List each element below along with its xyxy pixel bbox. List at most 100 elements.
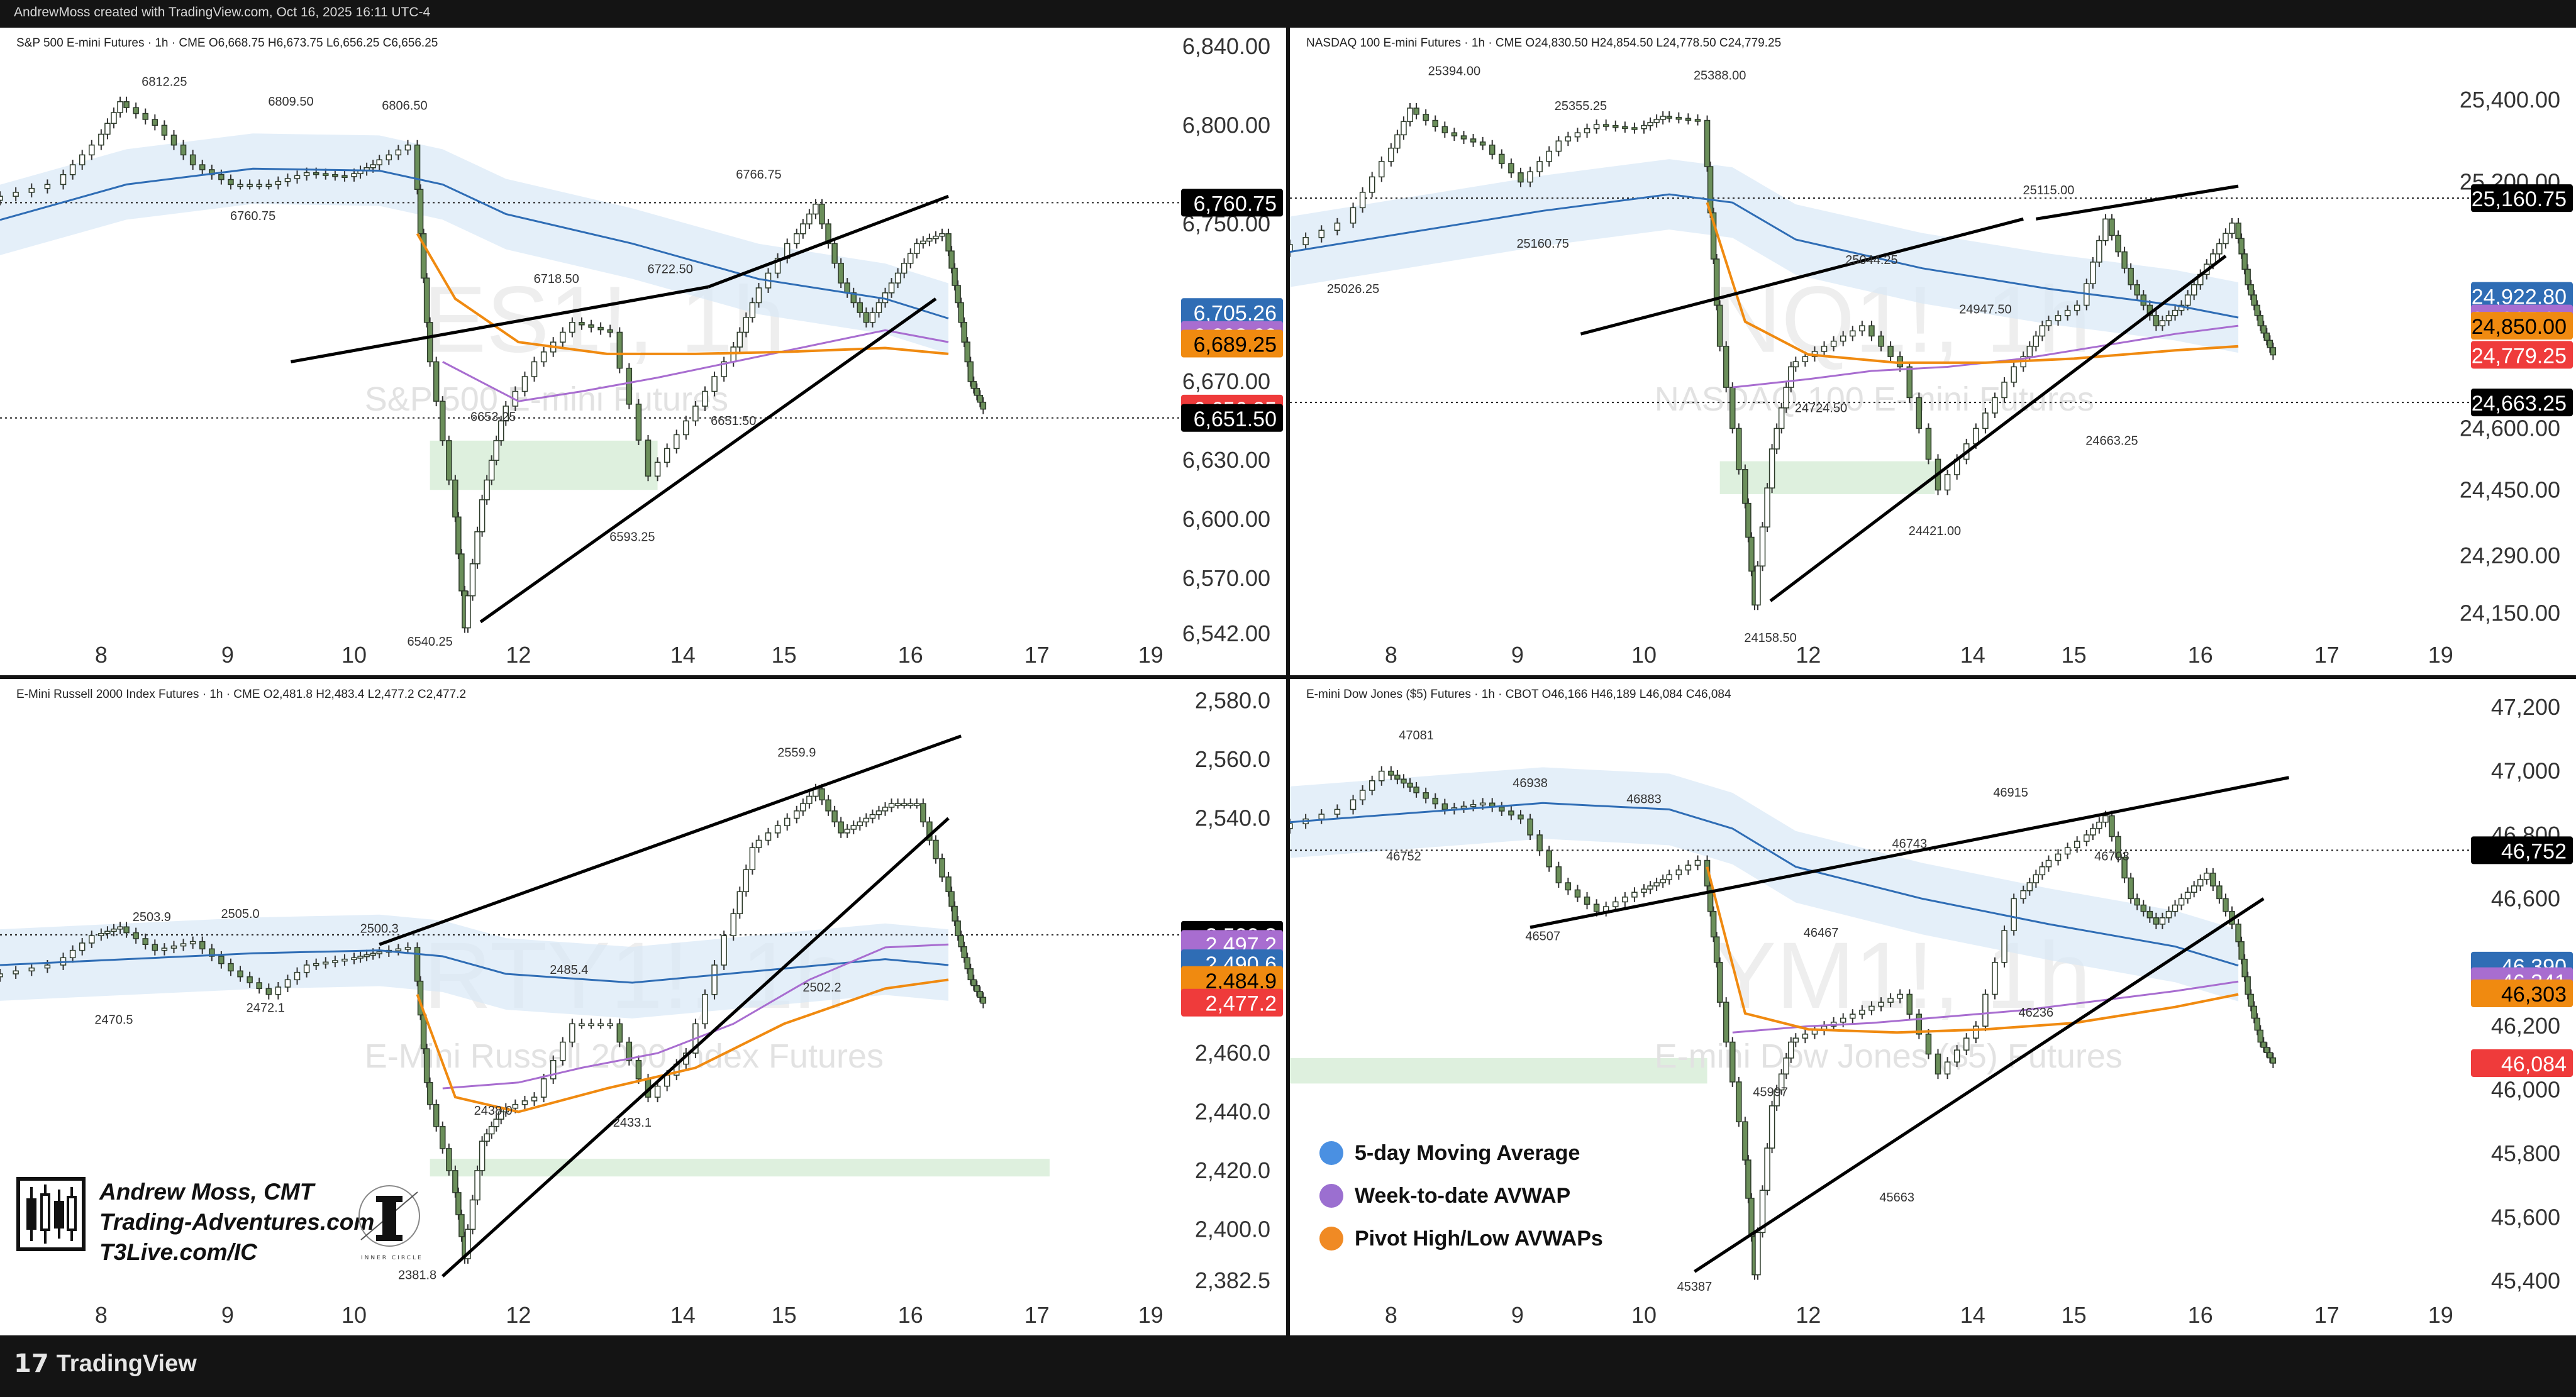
candle-body: [1622, 897, 1628, 903]
candle-body: [1748, 536, 1755, 572]
ma-band: [0, 914, 949, 1019]
y-tick-label: 6,600.00: [1182, 506, 1270, 532]
ma-band: [1290, 767, 2239, 1002]
candle-body: [323, 173, 329, 176]
candle-body: [967, 968, 974, 981]
price-badge-label: 24,663.25: [2472, 392, 2567, 416]
candle-body: [284, 178, 291, 182]
candle-body: [2001, 930, 2007, 963]
candle-body: [161, 947, 168, 951]
candle-body: [452, 479, 458, 518]
candle-body: [1783, 1057, 1789, 1074]
candle-body: [1723, 1002, 1729, 1043]
candle-body: [28, 187, 35, 193]
candle-body: [1850, 1013, 1856, 1019]
candle-body: [1759, 1190, 1766, 1234]
chart-panel-nq[interactable]: NQ1!, 1h NASDAQ 100 E-mini Futures 25394.0…: [1290, 28, 2576, 675]
candle-body: [2153, 917, 2160, 925]
candle-body: [894, 803, 901, 806]
candle-body: [2216, 243, 2223, 255]
chart-panel-ym[interactable]: YM1!, 1h E-mini Dow Jones ($5) Futures 470…: [1290, 679, 2576, 1335]
price-annotation: 47081: [1399, 729, 1434, 743]
candle-body: [469, 1199, 476, 1230]
candle-body: [692, 406, 699, 422]
candle-body: [1713, 936, 1720, 963]
ma-line: [0, 167, 949, 319]
candle-body: [875, 810, 882, 815]
chart-title: E-mini Dow Jones ($5) Futures · 1h · CBO…: [1306, 688, 1731, 701]
candle-body: [123, 101, 130, 108]
candle-body: [199, 164, 206, 170]
candle-body: [2074, 304, 2080, 311]
tradingview-logo[interactable]: 17 TradingView: [14, 1349, 197, 1378]
candle-body: [1334, 809, 1341, 815]
candle-body: [180, 943, 187, 947]
candle-body: [458, 553, 465, 592]
candle-body: [2055, 315, 2062, 321]
candle-body: [2134, 284, 2140, 295]
candle-body: [939, 858, 945, 878]
candle-body: [323, 961, 329, 965]
candle-body: [813, 203, 819, 215]
x-tick-label: 9: [221, 1302, 234, 1328]
y-tick-label: 6,670.00: [1182, 368, 1270, 394]
candle-body: [2026, 346, 2033, 357]
x-tick-label: 9: [221, 642, 234, 668]
pivot-avwap-line: [1706, 866, 2239, 1034]
candle-body: [1413, 108, 1419, 115]
price-annotation: 46915: [1993, 786, 2028, 800]
candle-body: [901, 263, 908, 274]
x-tick-label: 19: [1138, 642, 1163, 668]
candle-body: [1736, 1081, 1742, 1122]
candle-body: [2011, 366, 2017, 383]
y-tick-label: 24,600.00: [2460, 415, 2560, 441]
y-tick-label: 25,400.00: [2460, 87, 2560, 113]
chart-panel-rty[interactable]: RTY1!, 1hE-Mini Russell 2000 Index Futur…: [0, 679, 1286, 1335]
candle-body: [2102, 218, 2109, 241]
candle-body: [2251, 294, 2257, 306]
candle-body: [1460, 135, 1467, 140]
candle-body: [1593, 124, 1600, 130]
candle-body: [857, 302, 863, 313]
price-badge: [2471, 282, 2573, 310]
inner-circle-logo-icon: INNER CIRCLE: [355, 1177, 424, 1271]
price-badge-label: 46,752: [2501, 839, 2567, 863]
candle-body: [2096, 821, 2102, 829]
candle-body: [13, 970, 19, 975]
candle-body: [1660, 116, 1666, 120]
y-tick-label: 2,460.0: [1195, 1040, 1270, 1066]
candle-body: [597, 1023, 604, 1027]
chart-panel-es[interactable]: ES1!, 1h S&P 500 E-mini Futures 6812.25 680…: [0, 28, 1286, 675]
candle-body: [1685, 864, 1692, 871]
candle-body: [1935, 1053, 1941, 1074]
price-annotation: 46752: [1386, 850, 1421, 864]
candle-body: [0, 196, 3, 201]
candle-body: [2190, 885, 2197, 893]
candle-body: [1407, 782, 1413, 788]
candle-body: [28, 967, 35, 972]
candle-body: [863, 312, 870, 323]
candle-body: [498, 1111, 504, 1120]
candle-body: [423, 1048, 430, 1083]
candle-body: [635, 404, 642, 441]
candle-body: [265, 184, 272, 187]
candle-body: [901, 803, 908, 806]
candle-body: [1394, 134, 1401, 149]
candle-body: [446, 1148, 452, 1171]
candle-body: [794, 233, 800, 245]
candle-body: [794, 810, 800, 819]
candle-body: [588, 324, 594, 328]
candle-body: [702, 390, 708, 407]
candle-body: [2039, 325, 2046, 337]
candle-body: [2245, 976, 2251, 995]
chart-title: E-Mini Russell 2000 Index Futures · 1h ·…: [16, 688, 466, 701]
candle-body: [1441, 803, 1448, 810]
chart-title: NASDAQ 100 E-mini Futures · 1h · CME O24…: [1306, 36, 1781, 50]
candle-body: [60, 174, 67, 185]
candle-body: [1802, 356, 1809, 363]
price-annotation: 46743: [1892, 837, 1927, 851]
candle-body: [189, 154, 196, 165]
candle-body: [2210, 873, 2216, 886]
price-annotation: 6812.25: [142, 75, 187, 89]
candle-body: [635, 1059, 642, 1080]
